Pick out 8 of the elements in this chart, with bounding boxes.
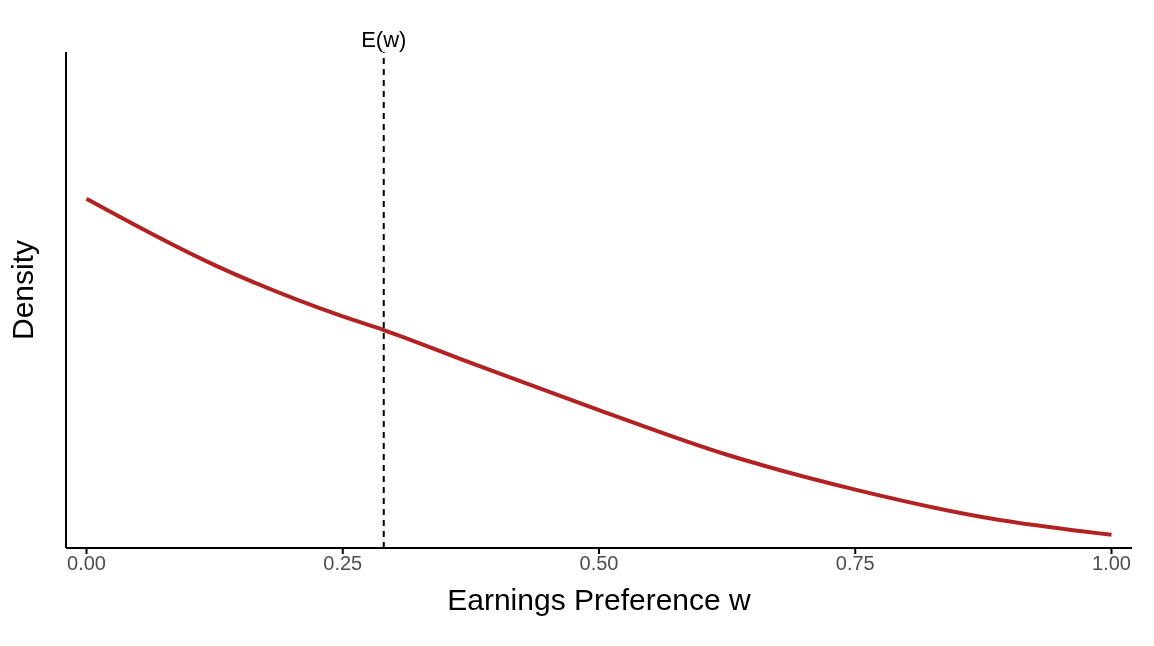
x-tick-label: 0.25 xyxy=(323,552,363,575)
x-tick-label: 1.00 xyxy=(1092,552,1131,575)
y-axis-title: Density xyxy=(5,239,39,340)
x-axis-title: Earnings Preference w xyxy=(447,583,752,616)
x-tick-label: 0.00 xyxy=(67,552,106,575)
ref-line-label: E(w) xyxy=(361,27,407,52)
x-tick-label: 0.75 xyxy=(835,552,875,575)
x-tick-label: 0.50 xyxy=(579,552,619,575)
